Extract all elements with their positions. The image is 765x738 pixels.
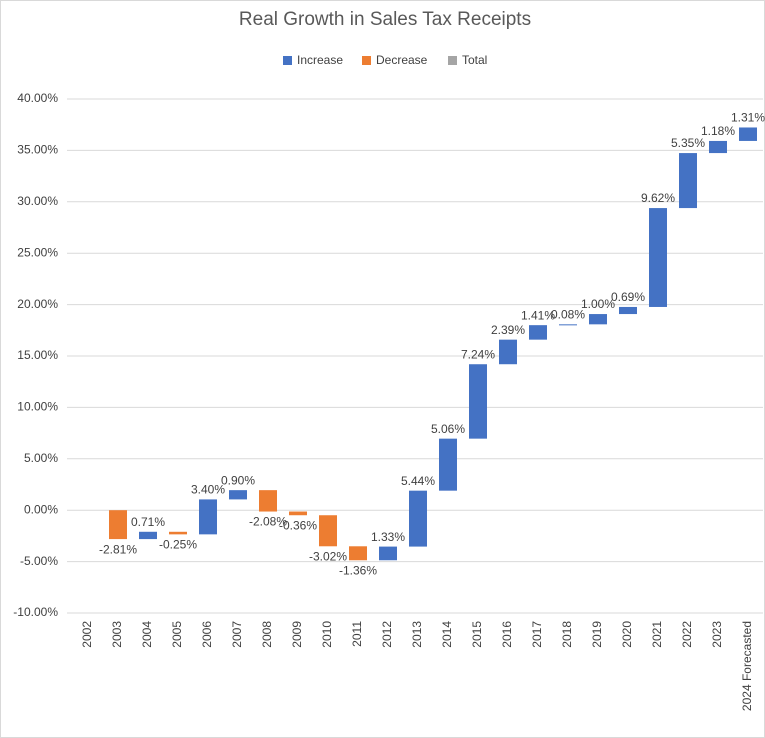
data-label: 5.35%	[671, 136, 705, 150]
data-label: 7.24%	[461, 347, 495, 361]
y-tick-label: -5.00%	[20, 554, 58, 568]
bar	[379, 546, 397, 561]
x-tick-label: 2010	[320, 621, 334, 648]
data-label: 9.62%	[641, 191, 675, 205]
data-label: 5.44%	[401, 474, 435, 488]
y-tick-label: 5.00%	[24, 451, 58, 465]
data-label: -1.36%	[339, 563, 377, 577]
data-label: 3.40%	[191, 483, 225, 497]
data-label: 1.41%	[521, 308, 555, 322]
data-label: -2.81%	[99, 542, 137, 556]
x-tick-label: 2002	[80, 621, 94, 648]
data-label: 0.08%	[551, 308, 585, 322]
data-label: -3.02%	[309, 549, 347, 563]
x-tick-label: 2021	[650, 621, 664, 648]
x-tick-label: 2008	[260, 621, 274, 648]
bar	[319, 515, 337, 547]
x-tick-label: 2014	[440, 621, 454, 648]
x-tick-label: 2009	[290, 621, 304, 648]
y-tick-label: 30.00%	[17, 194, 58, 208]
x-tick-label: 2023	[710, 621, 724, 648]
x-tick-label: 2017	[530, 621, 544, 648]
bar	[439, 438, 457, 491]
bar	[529, 325, 547, 340]
y-tick-label: 10.00%	[17, 400, 58, 414]
y-tick-label: 25.00%	[17, 245, 58, 259]
x-tick-label: 2024 Forecasted	[740, 621, 754, 711]
bar	[559, 324, 577, 326]
bar	[289, 511, 307, 516]
bar	[199, 499, 217, 535]
x-tick-label: 2007	[230, 621, 244, 648]
data-label: 0.71%	[131, 515, 165, 529]
data-label: 1.31%	[731, 111, 765, 125]
bar	[589, 314, 607, 325]
x-tick-label: 2012	[380, 621, 394, 648]
data-label: 2.39%	[491, 323, 525, 337]
x-tick-label: 2015	[470, 621, 484, 648]
chart-title: Real Growth in Sales Tax Receipts	[239, 9, 531, 30]
y-tick-label: 20.00%	[17, 297, 58, 311]
data-label: 0.90%	[221, 473, 255, 487]
data-label: 1.00%	[581, 297, 615, 311]
data-label: -0.36%	[279, 518, 317, 532]
legend-label: Total	[462, 53, 487, 67]
y-tick-label: 0.00%	[24, 502, 58, 516]
legend-swatch	[362, 56, 371, 65]
bar	[649, 208, 667, 307]
bar	[229, 490, 247, 500]
y-tick-label: 15.00%	[17, 348, 58, 362]
bar	[469, 364, 487, 439]
data-label: 0.69%	[611, 290, 645, 304]
bar	[259, 490, 277, 512]
y-tick-label: -10.00%	[13, 605, 58, 619]
bar	[679, 153, 697, 209]
x-tick-label: 2022	[680, 621, 694, 648]
legend-swatch	[283, 56, 292, 65]
bar	[619, 306, 637, 315]
x-tick-label: 2011	[350, 621, 364, 647]
y-tick-label: 35.00%	[17, 143, 58, 157]
bar	[139, 531, 157, 540]
y-tick-label: 40.00%	[17, 91, 58, 105]
x-tick-label: 2006	[200, 621, 214, 648]
legend-label: Decrease	[376, 53, 428, 67]
bar	[409, 490, 427, 547]
data-label: -2.08%	[249, 515, 287, 529]
x-tick-label: 2018	[560, 621, 574, 648]
bar	[499, 339, 517, 365]
x-tick-label: 2019	[590, 621, 604, 648]
legend-label: Increase	[297, 53, 343, 67]
data-label: 1.18%	[701, 124, 735, 138]
data-label: 1.33%	[371, 530, 405, 544]
data-label: -0.25%	[159, 538, 197, 552]
x-tick-label: 2016	[500, 621, 514, 648]
x-tick-label: 2013	[410, 621, 424, 648]
bar	[739, 127, 757, 141]
bar	[169, 531, 187, 535]
x-tick-label: 2005	[170, 621, 184, 648]
data-label: 5.06%	[431, 422, 465, 436]
bar	[109, 510, 127, 540]
legend-swatch	[448, 56, 457, 65]
x-tick-label: 2003	[110, 621, 124, 648]
bar	[709, 140, 727, 154]
bar	[349, 546, 367, 561]
x-tick-label: 2004	[140, 621, 154, 648]
x-tick-label: 2020	[620, 621, 634, 648]
